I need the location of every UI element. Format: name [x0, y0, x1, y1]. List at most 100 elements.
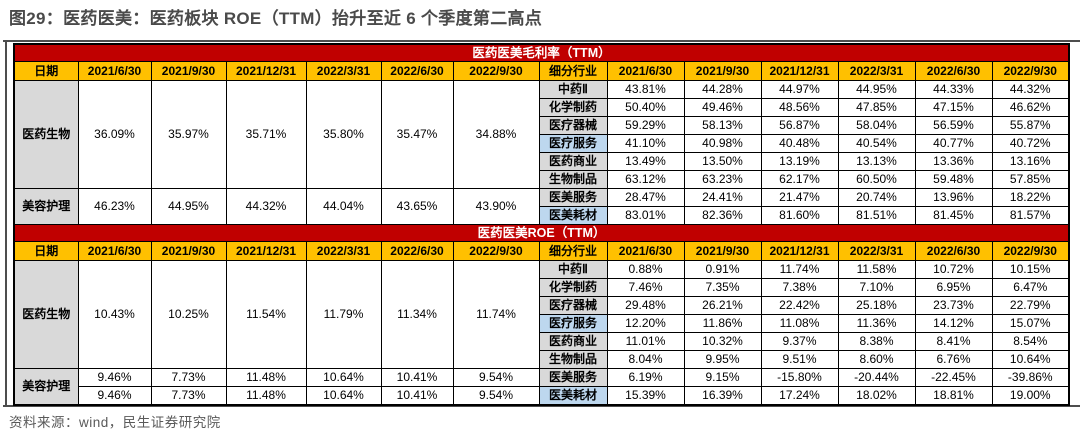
value-cell: 59.48% [914, 170, 993, 189]
value-cell: 11.36% [837, 314, 916, 333]
value-cell: 20.74% [837, 188, 916, 207]
value-cell: 62.17% [760, 170, 839, 189]
value-cell: 7.38% [760, 278, 839, 297]
value-cell: 36.09% [77, 80, 152, 189]
value-cell: 55.87% [991, 116, 1070, 135]
row-label: 生物制品 [538, 170, 608, 189]
date-header: 2021/12/31 [225, 241, 307, 261]
value-cell: 8.38% [837, 332, 916, 351]
value-cell: 10.43% [77, 260, 152, 369]
value-cell: 41.10% [606, 134, 685, 153]
value-cell: 43.90% [452, 188, 540, 225]
row-label: 美容护理 [13, 368, 79, 406]
value-cell: 16.39% [683, 386, 762, 406]
value-cell: 35.47% [380, 80, 454, 189]
value-cell: 10.15% [991, 260, 1070, 279]
value-cell: 29.48% [606, 296, 685, 315]
frame-rule-left [5, 40, 7, 407]
value-cell: 6.19% [606, 368, 685, 387]
value-cell: 40.48% [760, 134, 839, 153]
value-cell: 12.20% [606, 314, 685, 333]
value-cell: 15.39% [606, 386, 685, 406]
value-cell: 11.79% [305, 260, 382, 369]
value-cell: 9.37% [760, 332, 839, 351]
right-header-label: 细分行业 [538, 61, 608, 81]
date-header: 2022/6/30 [380, 61, 454, 81]
date-header: 2022/6/30 [380, 241, 454, 261]
section-band-title: 医药医美毛利率（TTM） [13, 43, 1070, 62]
value-cell: 19.00% [991, 386, 1070, 406]
value-cell: 11.48% [225, 368, 307, 387]
value-cell: 26.21% [683, 296, 762, 315]
date-header: 2022/3/31 [305, 241, 382, 261]
value-cell: 9.15% [683, 368, 762, 387]
value-cell: 8.41% [914, 332, 993, 351]
value-cell: 9.46% [77, 368, 152, 387]
value-cell: 23.73% [914, 296, 993, 315]
value-cell: 11.74% [452, 260, 540, 369]
value-cell: 10.41% [380, 368, 454, 387]
value-cell: 11.86% [683, 314, 762, 333]
value-cell: 10.64% [991, 350, 1070, 369]
value-cell: 47.85% [837, 98, 916, 117]
row-label: 医疗服务 [538, 314, 608, 333]
value-cell: 21.47% [760, 188, 839, 207]
value-cell: 47.15% [914, 98, 993, 117]
source-note: 资料来源：wind，民生证券研究院 [9, 415, 221, 430]
value-cell: 46.62% [991, 98, 1070, 117]
value-cell: 11.74% [760, 260, 839, 279]
value-cell: 63.23% [683, 170, 762, 189]
value-cell: 11.58% [837, 260, 916, 279]
row-label: 医美服务 [538, 188, 608, 207]
value-cell: 24.41% [683, 188, 762, 207]
value-cell: 83.01% [606, 206, 685, 225]
row-label: 化学制药 [538, 98, 608, 117]
value-cell: 40.98% [683, 134, 762, 153]
value-cell: 81.57% [991, 206, 1070, 225]
row-label: 医疗器械 [538, 116, 608, 135]
row-label: 医疗器械 [538, 296, 608, 315]
date-header: 2022/6/30 [914, 61, 993, 81]
value-cell: 22.42% [760, 296, 839, 315]
value-cell: 43.81% [606, 80, 685, 99]
value-cell: 13.50% [683, 152, 762, 171]
value-cell: -15.80% [760, 368, 839, 387]
value-cell: 7.10% [837, 278, 916, 297]
value-cell: 81.51% [837, 206, 916, 225]
value-cell: 10.41% [380, 386, 454, 406]
value-cell: 11.01% [606, 332, 685, 351]
value-cell: 10.64% [305, 386, 382, 406]
date-header: 2022/9/30 [452, 61, 540, 81]
date-header: 2022/9/30 [991, 61, 1070, 81]
row-label: 医美服务 [538, 368, 608, 387]
value-cell: 11.34% [380, 260, 454, 369]
value-cell: 9.46% [77, 386, 152, 406]
row-label: 生物制品 [538, 350, 608, 369]
value-cell: 9.95% [683, 350, 762, 369]
date-header: 2021/9/30 [150, 61, 227, 81]
value-cell: 49.46% [683, 98, 762, 117]
row-label: 医美耗材 [538, 386, 608, 406]
value-cell: 44.33% [914, 80, 993, 99]
value-cell: 81.45% [914, 206, 993, 225]
date-header: 2022/9/30 [991, 241, 1070, 261]
value-cell: 11.08% [760, 314, 839, 333]
value-cell: 0.88% [606, 260, 685, 279]
value-cell: 6.95% [914, 278, 993, 297]
row-label: 医药生物 [13, 260, 79, 369]
value-cell: 15.07% [991, 314, 1070, 333]
date-header: 2021/6/30 [77, 61, 152, 81]
frame-rule-top [3, 40, 1080, 42]
row-label: 医美耗材 [538, 206, 608, 225]
value-cell: 8.54% [991, 332, 1070, 351]
value-cell: 58.04% [837, 116, 916, 135]
value-cell: 25.18% [837, 296, 916, 315]
date-header: 2022/6/30 [914, 241, 993, 261]
value-cell: 35.80% [305, 80, 382, 189]
value-cell: 8.60% [837, 350, 916, 369]
value-cell: 59.29% [606, 116, 685, 135]
value-cell: 40.72% [991, 134, 1070, 153]
date-header: 2021/9/30 [683, 241, 762, 261]
value-cell: 43.65% [380, 188, 454, 225]
value-cell: 57.85% [991, 170, 1070, 189]
